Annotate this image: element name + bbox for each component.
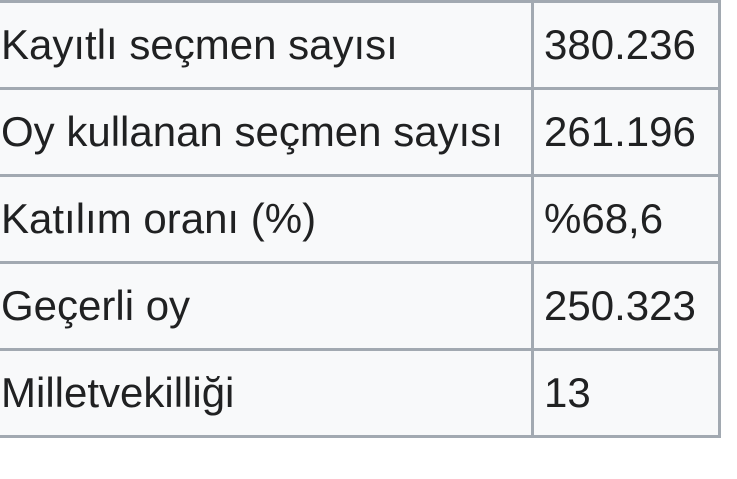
stat-label: Milletvekilliği: [0, 348, 534, 438]
stat-value: 250.323: [531, 261, 721, 351]
table-row: Katılım oranı (%) %68,6: [0, 174, 721, 264]
stat-label: Katılım oranı (%): [0, 174, 534, 264]
stat-value: 261.196: [531, 87, 721, 177]
stat-value: 13: [531, 348, 721, 438]
stat-label: Oy kullanan seçmen sayısı: [0, 87, 534, 177]
table-row: Geçerli oy 250.323: [0, 261, 721, 351]
election-stats-table: Kayıtlı seçmen sayısı 380.236 Oy kullana…: [0, 0, 721, 438]
table-row: Oy kullanan seçmen sayısı 261.196: [0, 87, 721, 177]
stat-value: %68,6: [531, 174, 721, 264]
stat-value: 380.236: [531, 0, 721, 90]
table-row: Kayıtlı seçmen sayısı 380.236: [0, 0, 721, 90]
stat-label: Geçerli oy: [0, 261, 534, 351]
table-row: Milletvekilliği 13: [0, 348, 721, 438]
stat-label: Kayıtlı seçmen sayısı: [0, 0, 534, 90]
